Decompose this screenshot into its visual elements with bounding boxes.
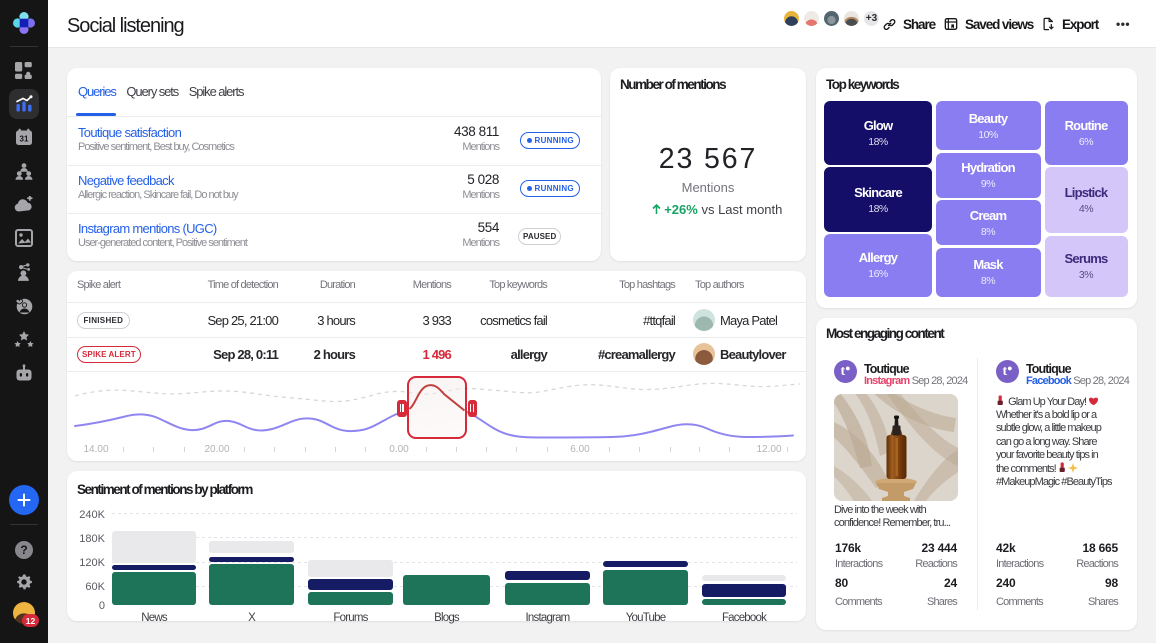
svg-text:31: 31 (20, 134, 29, 143)
